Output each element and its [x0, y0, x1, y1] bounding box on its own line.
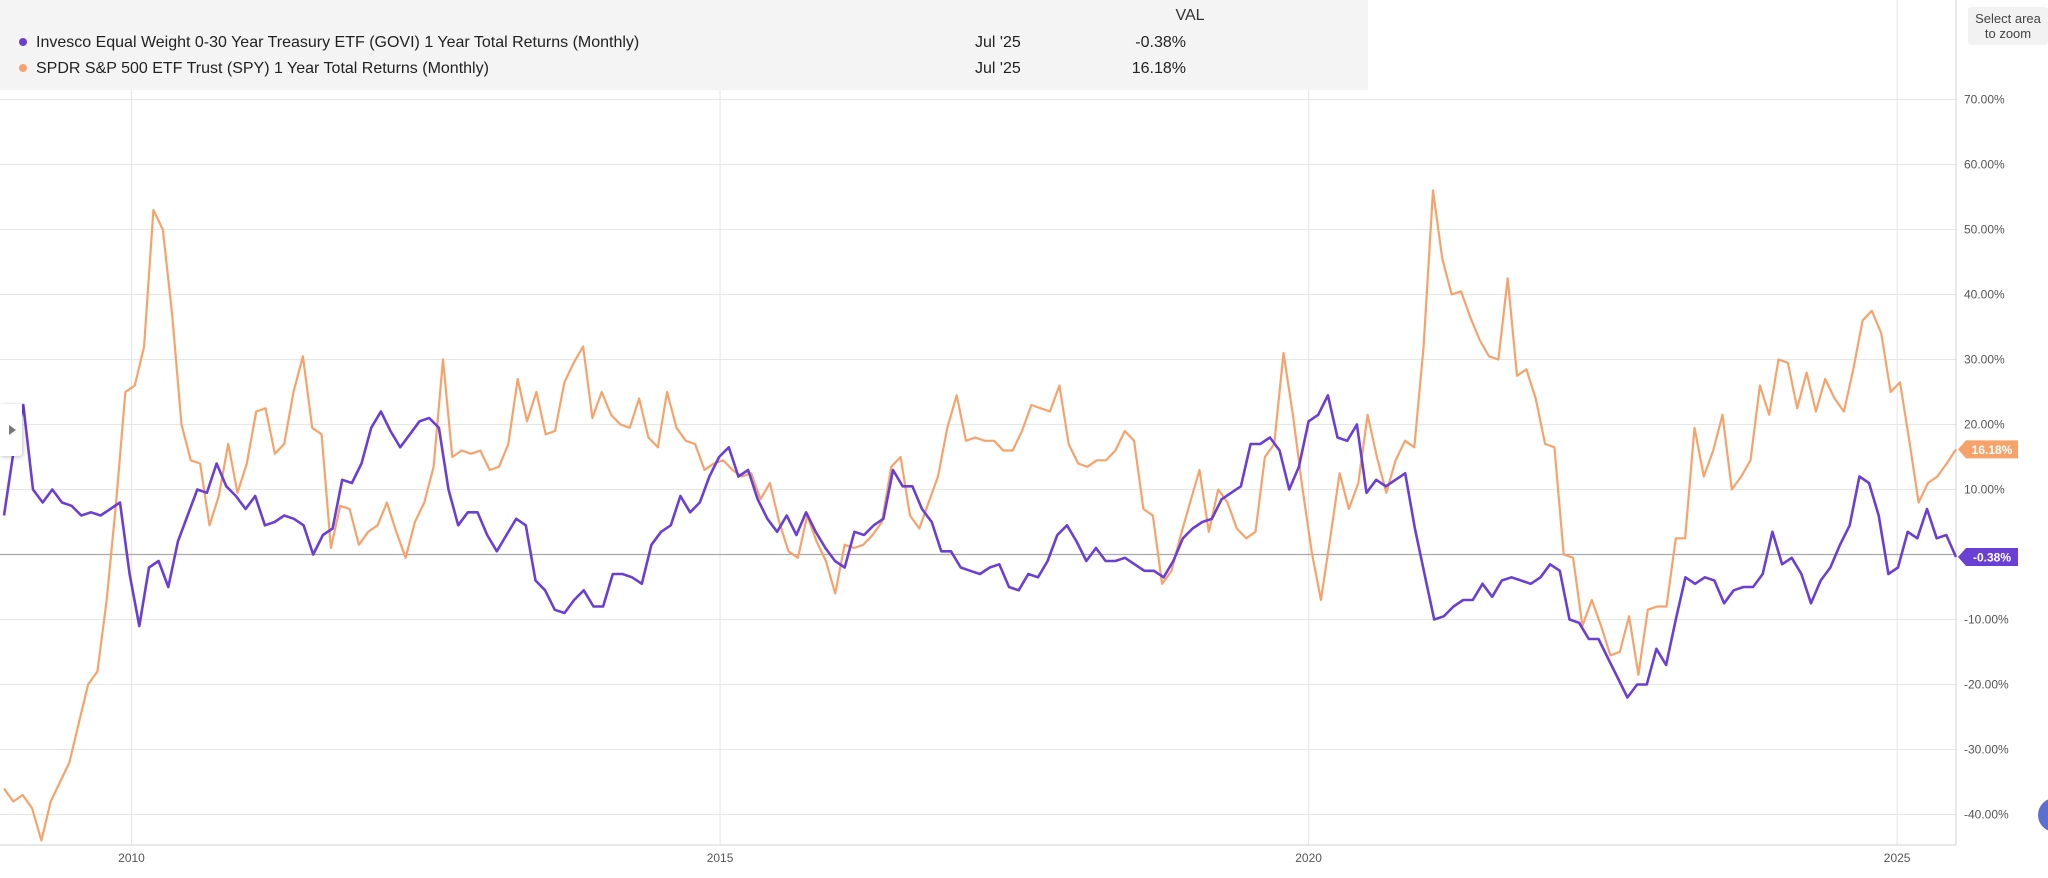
x-tick-labels: 2010 2015 2020 2025	[118, 851, 1911, 865]
legend-row-govi[interactable]: Invesco Equal Weight 0-30 Year Treasury …	[0, 30, 1368, 56]
last-value-tag-text: 16.18%	[1972, 443, 2013, 457]
triangle-right-icon	[9, 425, 16, 435]
y-tick-label: -30.00%	[1964, 743, 2009, 757]
y-tick-label: -40.00%	[1964, 808, 2009, 822]
legend-date: Jul '25	[975, 60, 1021, 77]
horizontal-gridlines	[0, 99, 1956, 815]
y-tick-label: 30.00%	[1964, 353, 2005, 367]
legend-value: -0.38%	[1135, 34, 1186, 51]
select-area-zoom-button[interactable]: Select area to zoom	[1968, 7, 2048, 45]
legend-series-name: Invesco Equal Weight 0-30 Year Treasury …	[36, 34, 640, 51]
zoom-button-line1: Select area	[1975, 11, 2041, 26]
series-layer	[2, 189, 1958, 842]
legend: VAL Invesco Equal Weight 0-30 Year Treas…	[0, 0, 1368, 90]
y-tick-label: 50.00%	[1964, 223, 2005, 237]
last-value-labels: -0.38% 16.18%	[1958, 440, 2018, 566]
y-tick-label: 70.00%	[1964, 93, 2005, 107]
legend-value: 16.18%	[1131, 60, 1186, 77]
x-tick-label: 2025	[1884, 851, 1911, 865]
legend-date: Jul '25	[975, 34, 1021, 51]
y-tick-label: 20.00%	[1964, 418, 2005, 432]
x-tick-label: 2015	[707, 851, 734, 865]
last-value-tag-text: -0.38%	[1973, 550, 2011, 564]
last-value-tag-spy: 16.18%	[1958, 440, 2018, 459]
y-tick-label: 40.00%	[1964, 288, 2005, 302]
series-line-spy	[3, 189, 1957, 842]
last-value-tag-shape	[1958, 440, 2018, 459]
y-tick-label: -20.00%	[1964, 678, 2009, 692]
legend-series-name: SPDR S&P 500 ETF Trust (SPY) 1 Year Tota…	[36, 60, 489, 77]
vertical-gridlines	[131, 0, 1898, 845]
series-line-govi	[2, 393, 1958, 699]
last-value-tag-shape	[1958, 547, 2018, 566]
expand-panel-tab[interactable]	[0, 404, 22, 456]
floating-action-icon[interactable]	[2038, 798, 2048, 832]
y-tick-label: -10.00%	[1964, 613, 2009, 627]
last-value-tag-govi: -0.38%	[1958, 547, 2018, 566]
x-tick-label: 2020	[1295, 851, 1322, 865]
x-tick-label: 2010	[118, 851, 145, 865]
legend-row-spy[interactable]: SPDR S&P 500 ETF Trust (SPY) 1 Year Tota…	[0, 56, 1368, 82]
legend-dot-icon	[19, 38, 27, 46]
legend-dot-icon	[19, 64, 27, 72]
zoom-button-line2: to zoom	[1984, 26, 2032, 41]
legend-value-header: VAL	[1175, 7, 1205, 24]
y-tick-label: 60.00%	[1964, 158, 2005, 172]
y-tick-label: 10.00%	[1964, 483, 2005, 497]
